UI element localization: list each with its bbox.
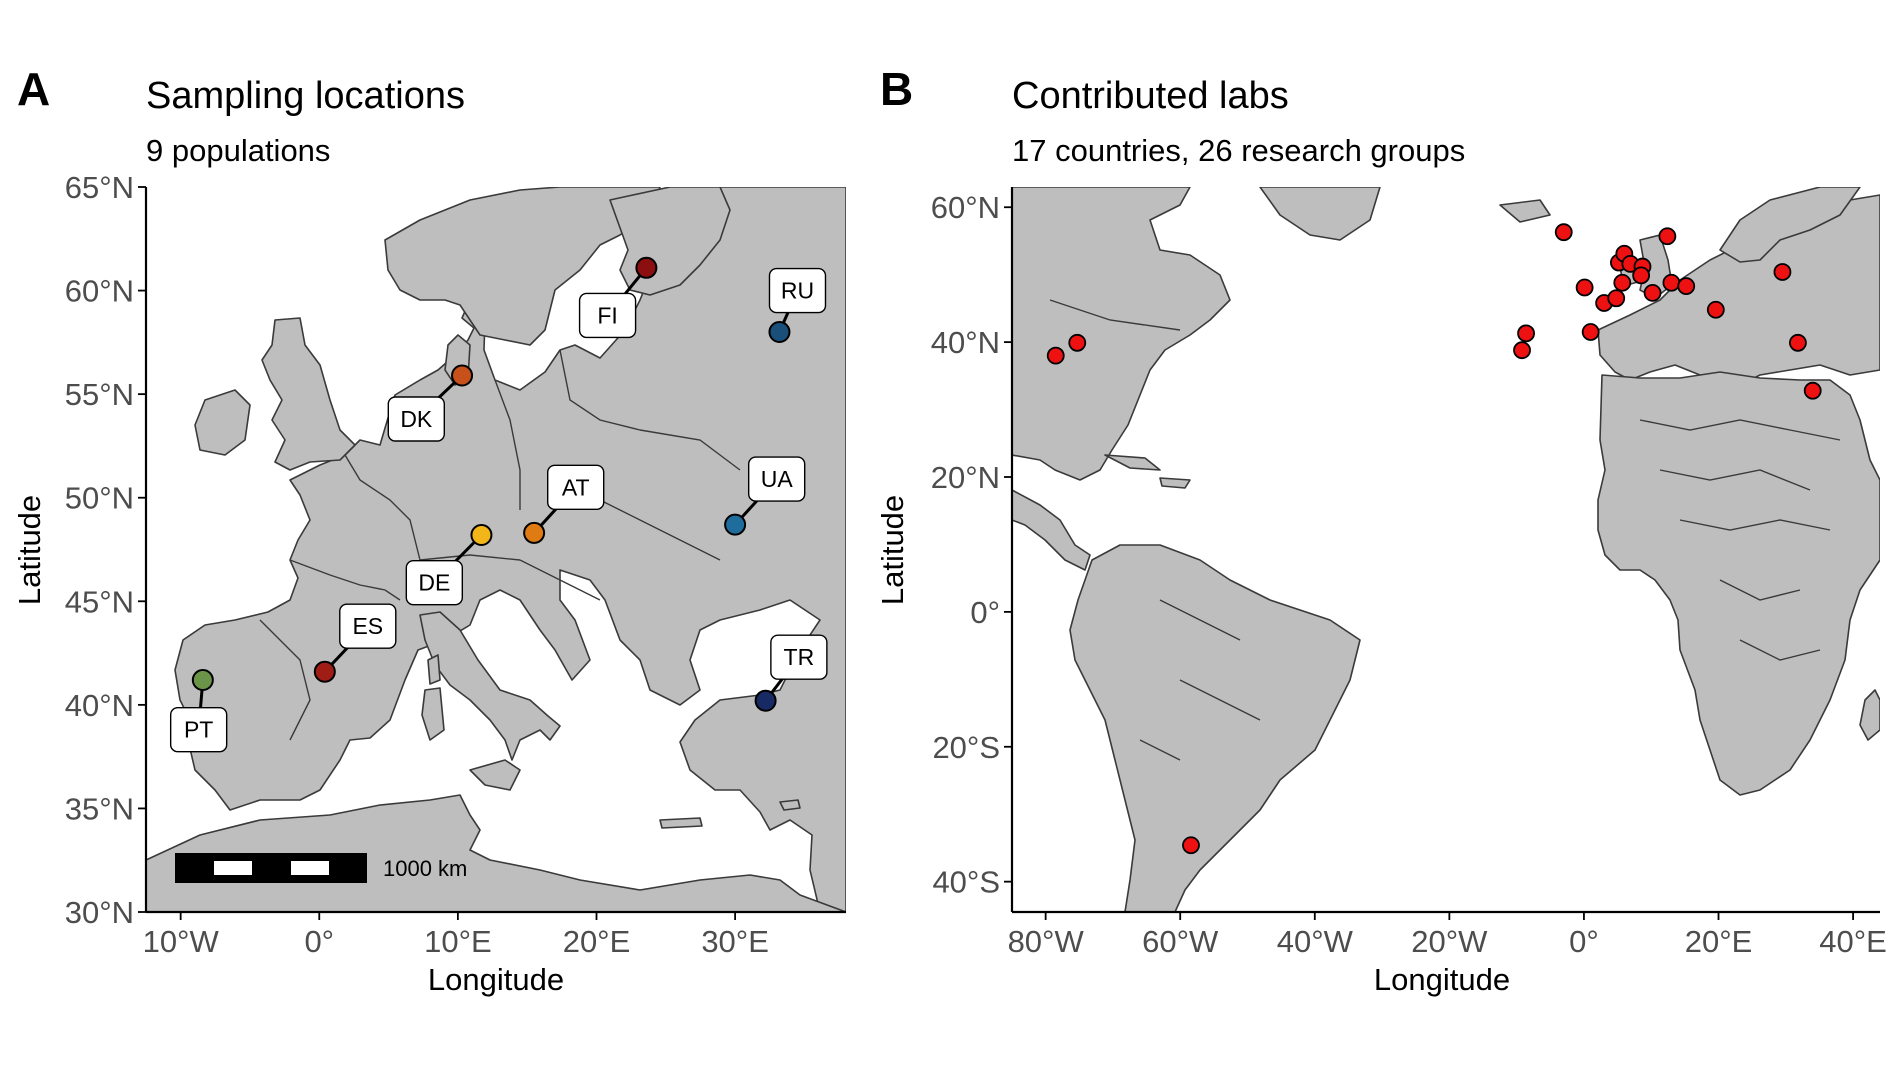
y-tick-label: 20°N (931, 460, 1000, 495)
population-point-es (313, 660, 336, 683)
y-axis-title: Latitude (875, 495, 910, 605)
panel-a-subtitle: 9 populations (146, 133, 331, 168)
scale-bar-label: 1000 km (383, 856, 467, 881)
y-tick-label: 60°N (65, 274, 134, 309)
population-label-box (547, 464, 605, 511)
population-label-tr: TR (784, 644, 815, 670)
world-map: 40°S 20°S 0° 20°N 40°N 60°N 80°W 60°W 40°W 20°W 0… (875, 187, 1887, 997)
lab-point (1046, 346, 1065, 365)
x-tick-label: 10°W (143, 924, 220, 959)
lab-point (1643, 283, 1662, 302)
x-tick-label: 20°E (563, 924, 631, 959)
population-point-tr (754, 689, 777, 712)
lab-point (1581, 323, 1600, 341)
y-axis-ticks: 30°N 35°N 40°N 45°N 50°N 55°N 60°N 65°N (65, 170, 146, 930)
y-tick-label: 45°N (65, 584, 134, 619)
lab-point (1677, 277, 1696, 296)
x-tick-label: 0° (1569, 924, 1599, 959)
x-axis-title: Longitude (1374, 962, 1510, 997)
population-point-at (523, 521, 546, 544)
population-point-ua (724, 513, 747, 536)
population-point-fi (635, 256, 658, 279)
x-tick-label: 40°W (1277, 924, 1354, 959)
x-tick-label: 20°W (1411, 924, 1488, 959)
lab-points (1046, 223, 1822, 855)
population-label-box (770, 634, 828, 680)
x-tick-label: 0° (304, 924, 334, 959)
population-point-dk (451, 364, 474, 387)
y-tick-label: 40°N (65, 688, 134, 723)
population-point-pt (191, 669, 214, 691)
panel-b-title: Contributed labs (1012, 75, 1289, 117)
y-tick-label: 55°N (65, 377, 134, 412)
lab-point (1658, 227, 1677, 246)
panel-letter-b: B (880, 63, 914, 115)
lab-point (1613, 273, 1632, 292)
panel-a-title: Sampling locations (146, 75, 465, 117)
population-point-de (470, 524, 493, 546)
y-axis-title: Latitude (12, 495, 47, 605)
x-axis-ticks: 80°W 60°W 40°W 20°W 0° 20°E 40°E (1008, 912, 1887, 959)
lab-point (1607, 289, 1626, 308)
y-tick-label: 30°N (65, 895, 134, 930)
population-point-ru (768, 321, 791, 343)
lab-point (1068, 333, 1087, 352)
population-label-box (578, 292, 637, 339)
lab-point (1554, 223, 1573, 242)
population-label-box (405, 559, 464, 606)
scale-bar: 1000 km (175, 853, 467, 883)
population-label-pt: PT (184, 717, 213, 743)
x-tick-label: 10°E (424, 924, 492, 959)
population-label-box (768, 267, 827, 314)
panel-a-sampling-locations: A Sampling locations 9 populations (0, 0, 860, 1080)
population-label-box (339, 603, 397, 649)
population-label-de: DE (418, 570, 450, 596)
population-label-es: ES (352, 613, 383, 639)
population-label-ru: RU (781, 278, 814, 304)
population-label-box (747, 456, 806, 502)
population-label-dk: DK (400, 406, 433, 432)
lab-point (1789, 333, 1807, 352)
lab-point (1706, 300, 1725, 319)
y-axis-ticks: 40°S 20°S 0° 20°N 40°N 60°N (931, 190, 1012, 900)
y-tick-label: 60°N (931, 190, 1000, 225)
panel-b-subtitle: 17 countries, 26 research groups (1012, 133, 1466, 168)
x-tick-label: 60°W (1142, 924, 1219, 959)
population-label-fi: FI (597, 302, 617, 328)
lab-point (1575, 278, 1594, 297)
europe-map: 30°N35°N40°N45°N50°N55°N60°N65°N 10°W 0° 1… (12, 170, 846, 997)
x-axis-title: Longitude (428, 962, 564, 997)
panel-letter-a: A (17, 63, 51, 115)
x-tick-label: 30°E (701, 924, 769, 959)
panel-b-contributed-labs: B Contributed labs 17 countries, 26 rese… (860, 0, 1890, 1080)
lab-point (1803, 381, 1822, 400)
y-tick-label: 20°S (932, 730, 1000, 765)
y-tick-label: 65°N (65, 170, 134, 205)
lab-point (1513, 341, 1531, 360)
lab-point (1662, 273, 1681, 292)
y-tick-label: 40°S (932, 865, 1000, 900)
y-tick-label: 0° (970, 595, 1000, 630)
world-land (1012, 187, 1880, 912)
population-label-box (387, 396, 445, 442)
y-tick-label: 40°N (931, 325, 1000, 360)
sampling-points: FI RU DK AT UA DE ES PT TR (169, 256, 828, 753)
x-tick-label: 20°E (1685, 924, 1753, 959)
x-tick-label: 40°E (1819, 924, 1887, 959)
x-tick-label: 80°W (1008, 924, 1085, 959)
europe-land (146, 187, 846, 912)
lab-point (1517, 324, 1535, 343)
lab-point (1773, 263, 1792, 281)
lab-point (1182, 836, 1200, 855)
y-tick-label: 50°N (65, 481, 134, 516)
lab-point (1632, 266, 1651, 285)
population-label-box (169, 707, 228, 753)
x-axis-ticks: 10°W 0° 10°E 20°E 30°E (143, 912, 769, 959)
population-label-ua: UA (761, 466, 794, 492)
y-tick-label: 35°N (65, 791, 134, 826)
population-label-at: AT (562, 474, 590, 500)
